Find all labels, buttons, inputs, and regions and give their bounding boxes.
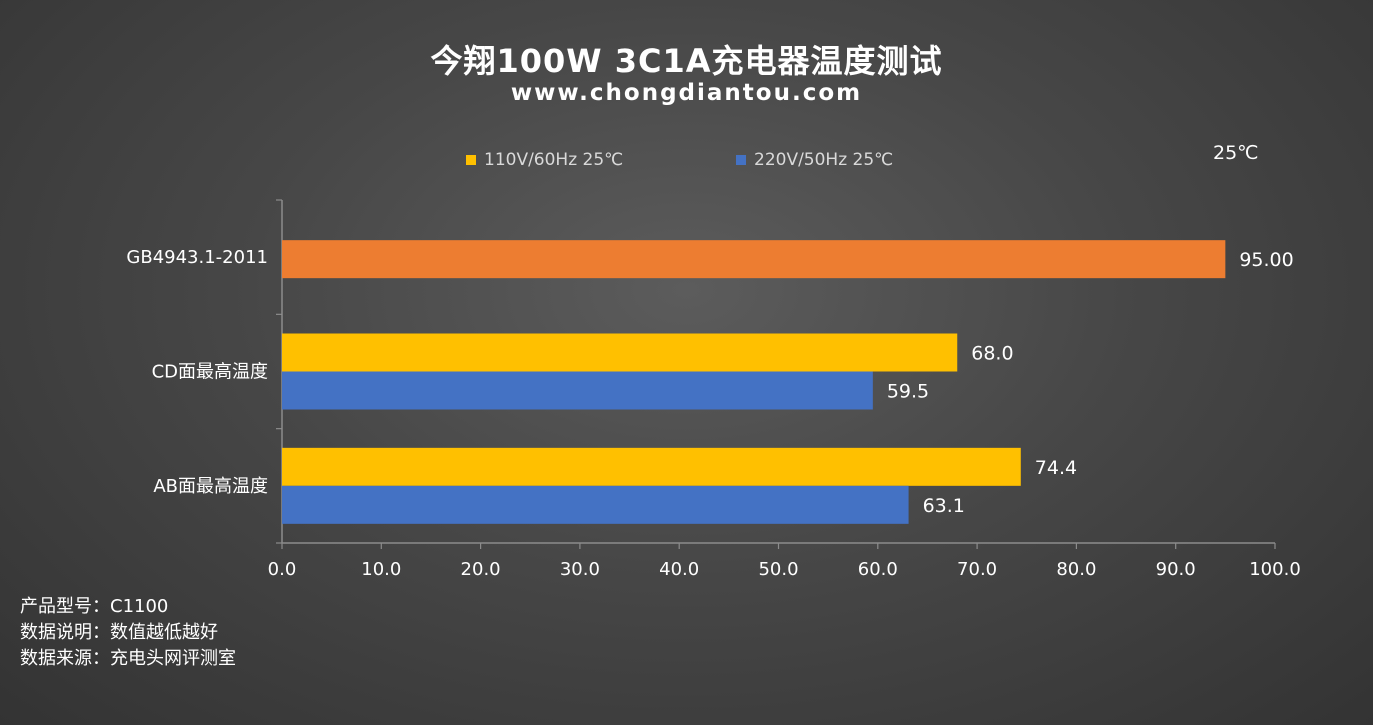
bar-110v [282,447,1021,486]
y-category-label: CD面最高温度 [152,362,268,383]
legend-item-110v: 110V/60Hz 25℃ [466,150,623,170]
note-model: 产品型号：C1100 [20,596,169,617]
unit-label: 25℃ [1213,142,1259,164]
x-tick-label: 50.0 [758,559,798,580]
x-tick-label: 100.0 [1249,559,1301,580]
legend-swatch-220v [736,155,746,165]
chart-subtitle: www.chongdiantou.com [510,80,863,106]
y-category-label: GB4943.1-2011 [126,247,268,268]
x-tick-label: 60.0 [858,559,898,580]
legend-label-110v: 110V/60Hz 25℃ [484,150,624,170]
note-explanation: 数据说明：数值越低越好 [20,622,218,643]
data-label-reference: 95.00 [1239,249,1293,271]
legend-item-220v: 220V/50Hz 25℃ [736,150,893,170]
x-tick-label: 90.0 [1156,559,1196,580]
x-tick-label: 10.0 [361,559,401,580]
bar-110v [282,333,958,372]
legend-swatch-110v [466,155,476,165]
y-category-label: AB面最高温度 [153,476,268,497]
bar-220v [282,485,909,524]
bar-reference [282,240,1226,279]
x-tick-label: 80.0 [1056,559,1096,580]
data-label-110v: 74.4 [1035,457,1077,479]
note-source: 数据来源：充电头网评测室 [20,648,236,669]
x-tick-label: 70.0 [957,559,997,580]
x-tick-label: 40.0 [659,559,699,580]
data-label-110v: 68.0 [971,343,1013,365]
x-tick-label: 20.0 [461,559,501,580]
x-tick-label: 30.0 [560,559,600,580]
data-label-220v: 63.1 [923,495,965,517]
data-label-220v: 59.5 [887,381,929,403]
chart-title: 今翔100W 3C1A充电器温度测试 [430,42,943,80]
notes: 产品型号：C1100 数据说明：数值越低越好 数据来源：充电头网评测室 [20,594,236,672]
bar-220v [282,371,873,410]
legend-label-220v: 220V/50Hz 25℃ [754,150,894,170]
x-tick-label: 0.0 [268,559,297,580]
